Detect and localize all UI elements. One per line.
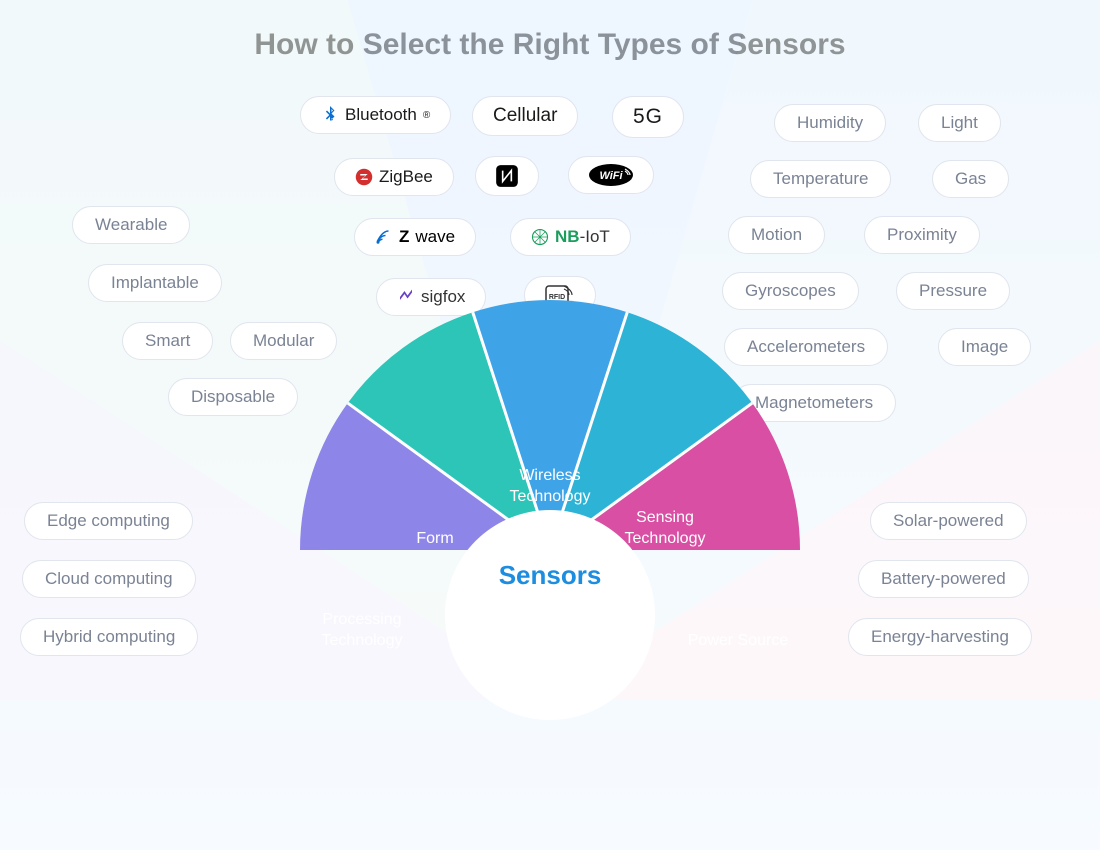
pill-motion-label: Motion xyxy=(751,225,802,245)
pill-light: Light xyxy=(918,104,1001,142)
pill-wearable-label: Wearable xyxy=(95,215,167,235)
pill-cellular: Cellular xyxy=(472,96,578,136)
zigbee-icon xyxy=(355,168,373,186)
page-title: How to Select the Right Types of Sensors xyxy=(0,0,1100,62)
pill-light-label: Light xyxy=(941,113,978,133)
pill-zwave-label: wave xyxy=(415,227,455,247)
pill-battery-label: Battery-powered xyxy=(881,569,1006,589)
pill-wifi: WiFi xyxy=(568,156,654,194)
pill-energy: Energy-harvesting xyxy=(848,618,1032,656)
bluetooth-icon xyxy=(321,106,339,124)
zwave-icon xyxy=(375,228,393,246)
pill-edge: Edge computing xyxy=(24,502,193,540)
pill-image: Image xyxy=(938,328,1031,366)
center-label: Sensors xyxy=(445,510,655,720)
pill-energy-label: Energy-harvesting xyxy=(871,627,1009,647)
pill-implantable: Implantable xyxy=(88,264,222,302)
pill-cellular-label: Cellular xyxy=(493,105,557,127)
seg-processing-label: Processing Technology xyxy=(302,610,422,652)
pill-proximity-label: Proximity xyxy=(887,225,957,245)
pill-pressure: Pressure xyxy=(896,272,1010,310)
pill-gas-label: Gas xyxy=(955,169,986,189)
pill-humidity-label: Humidity xyxy=(797,113,863,133)
pill-nfc xyxy=(475,156,539,196)
pill-smart: Smart xyxy=(122,322,213,360)
pill-pressure-label: Pressure xyxy=(919,281,987,301)
pill-hybrid: Hybrid computing xyxy=(20,618,198,656)
pill-bluetooth-label: Bluetooth xyxy=(345,105,417,125)
nbiot-icon xyxy=(531,228,549,246)
pill-zigbee-label: ZigBee xyxy=(379,167,433,187)
pill-5g: 5G xyxy=(612,96,684,138)
pill-smart-label: Smart xyxy=(145,331,190,351)
pill-edge-label: Edge computing xyxy=(47,511,170,531)
nfc-icon xyxy=(494,163,520,189)
pill-solar: Solar-powered xyxy=(870,502,1027,540)
wifi-icon: WiFi xyxy=(587,163,635,187)
seg-wireless-label: Wireless Technology xyxy=(490,466,610,508)
pill-5g-label: 5G xyxy=(633,105,663,129)
pill-nbiot-label: NB-IoT xyxy=(555,227,610,247)
pill-wearable: Wearable xyxy=(72,206,190,244)
pill-hybrid-label: Hybrid computing xyxy=(43,627,175,647)
pill-cloud-label: Cloud computing xyxy=(45,569,173,589)
pill-implantable-label: Implantable xyxy=(111,273,199,293)
pill-bluetooth: Bluetooth ® xyxy=(300,96,451,134)
pill-motion: Motion xyxy=(728,216,825,254)
pill-cloud: Cloud computing xyxy=(22,560,196,598)
pill-proximity: Proximity xyxy=(864,216,980,254)
pill-temperature-label: Temperature xyxy=(773,169,868,189)
seg-power-label: Power Source xyxy=(678,631,798,652)
pill-image-label: Image xyxy=(961,337,1008,357)
pill-zigbee: ZigBee xyxy=(334,158,454,196)
pill-solar-label: Solar-powered xyxy=(893,511,1004,531)
pill-gas: Gas xyxy=(932,160,1009,198)
pill-temperature: Temperature xyxy=(750,160,891,198)
svg-text:WiFi: WiFi xyxy=(599,170,623,182)
pill-battery: Battery-powered xyxy=(858,560,1029,598)
pill-humidity: Humidity xyxy=(774,104,886,142)
